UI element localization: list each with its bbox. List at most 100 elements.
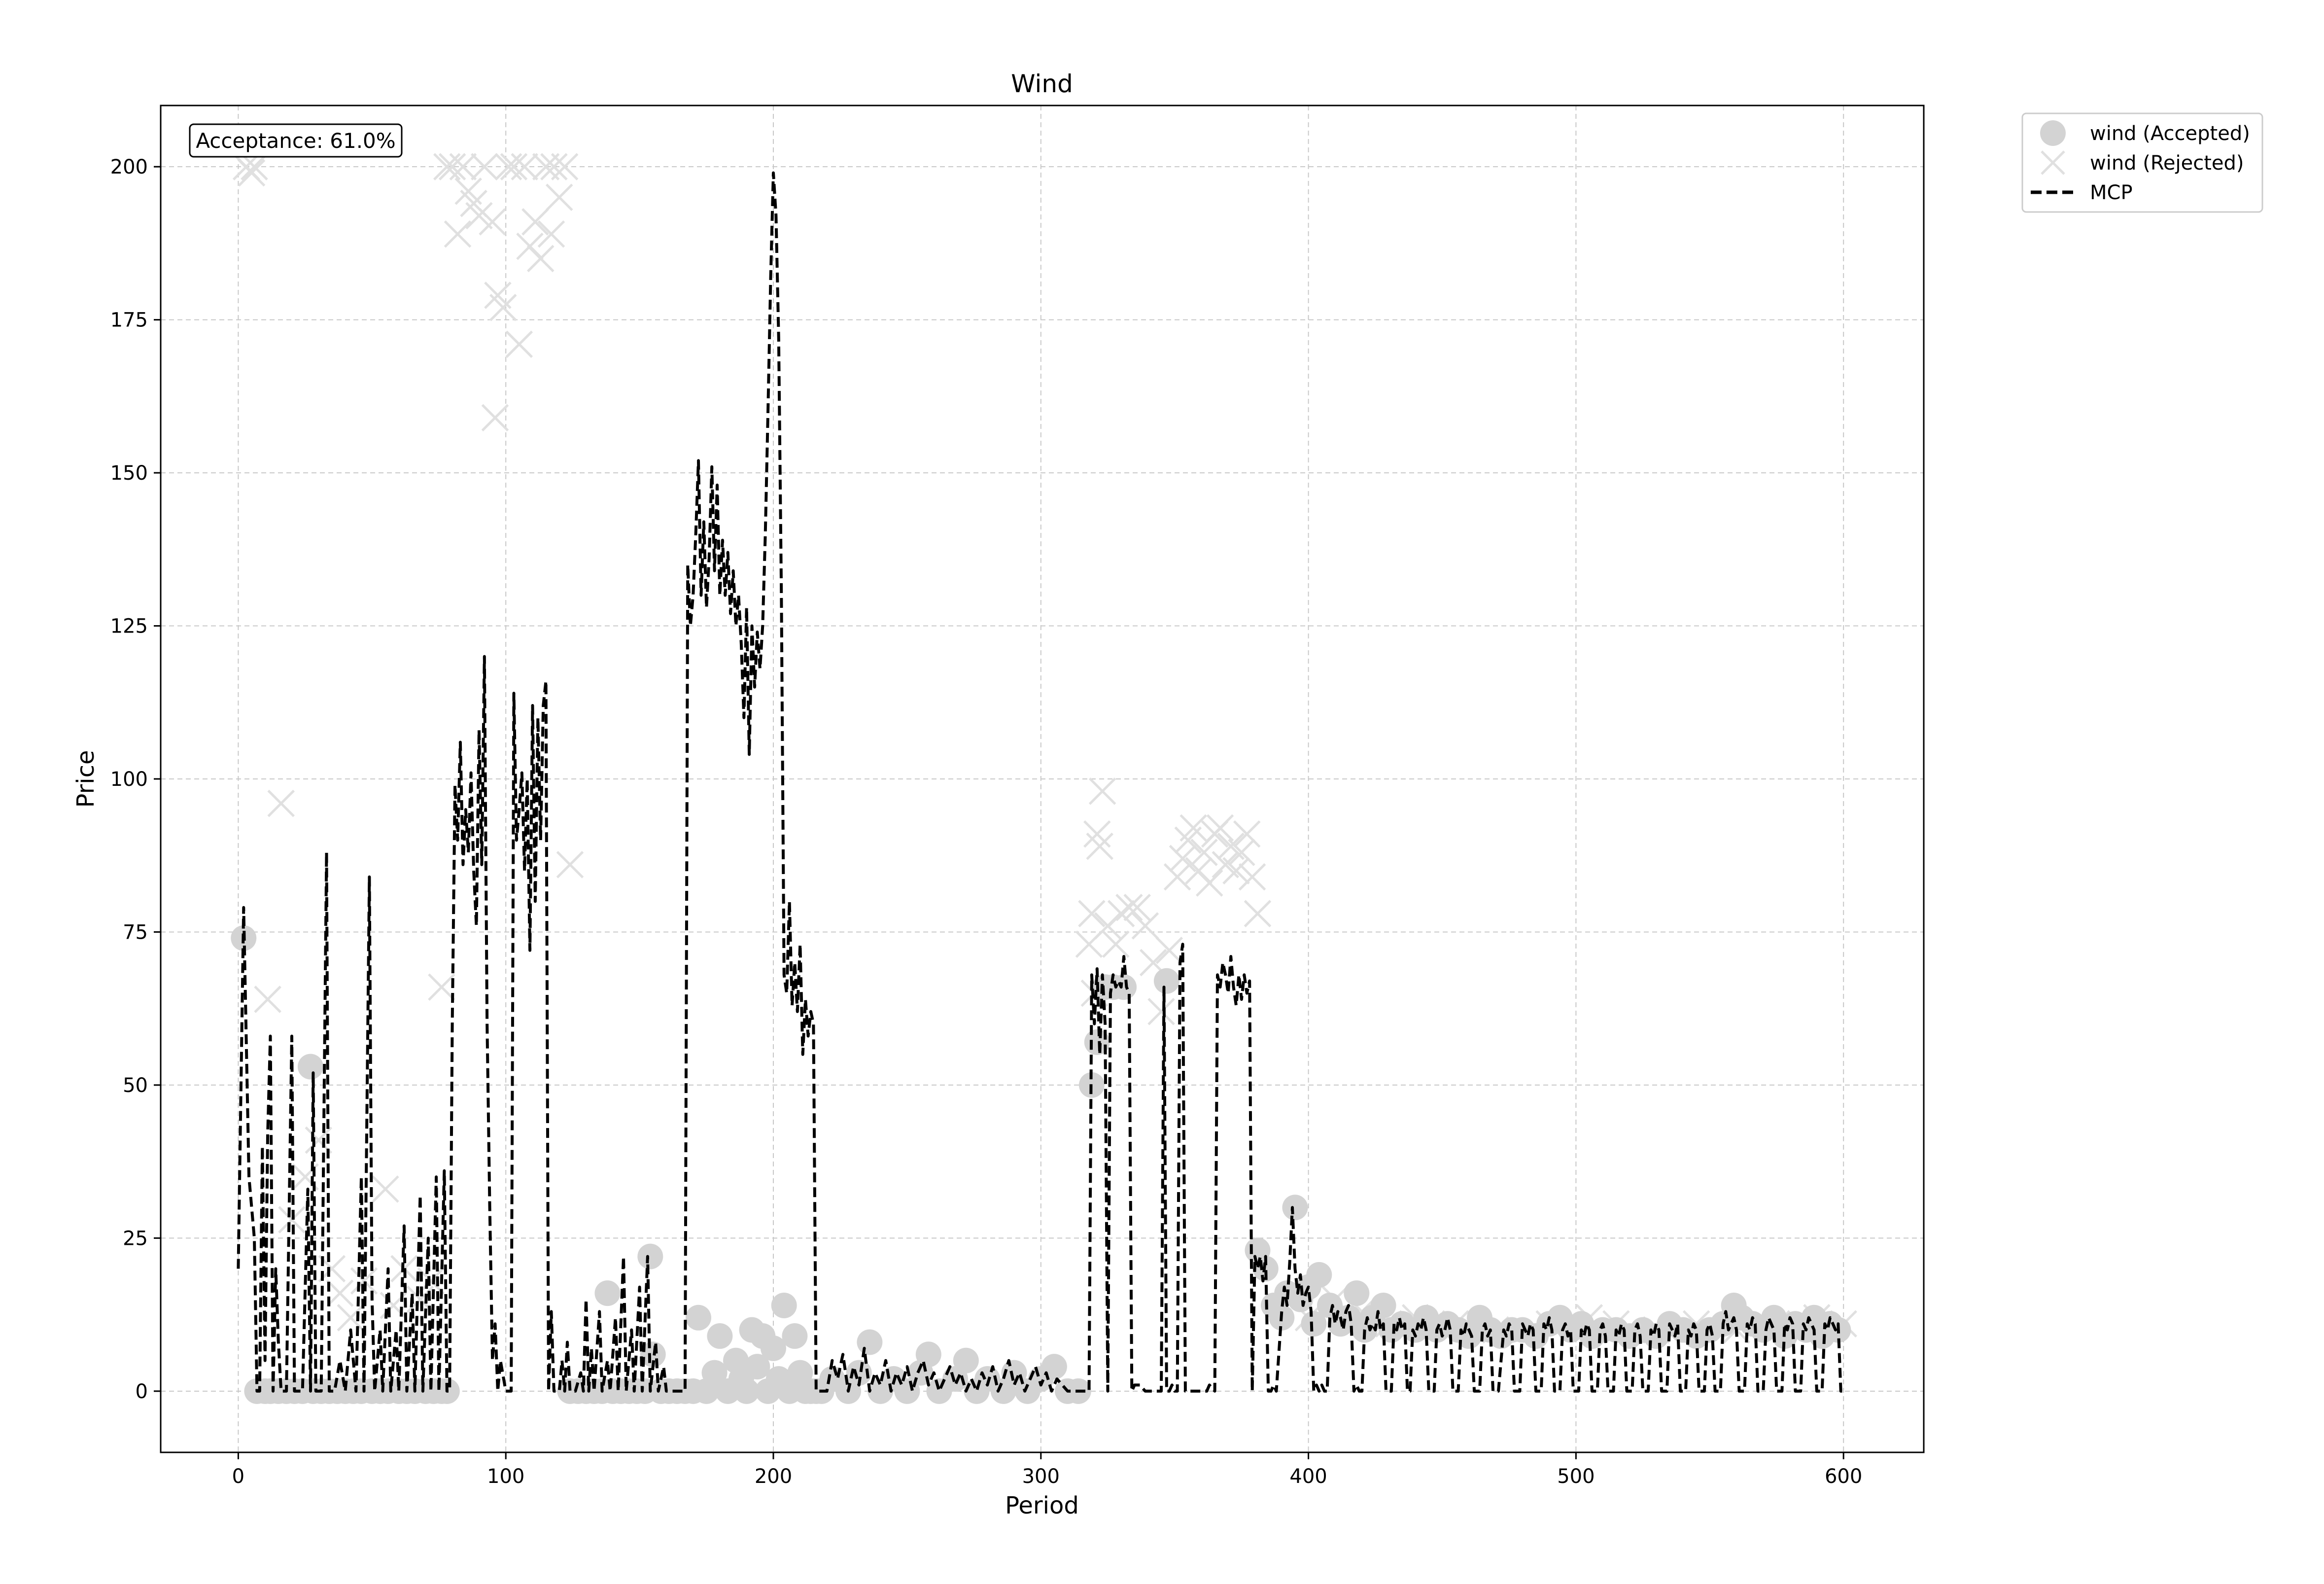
rejected-point xyxy=(526,245,555,273)
rejected-point xyxy=(1179,814,1207,842)
rejected-point xyxy=(1131,912,1159,940)
y-tick-label: 75 xyxy=(123,921,148,944)
accepted-point xyxy=(857,1329,883,1355)
accepted-point xyxy=(707,1323,733,1349)
rejected-point xyxy=(326,1279,354,1307)
rejected-point xyxy=(1115,894,1143,921)
x-axis-label: Period xyxy=(1005,1492,1079,1519)
accepted-point xyxy=(1344,1280,1370,1306)
rejected-point xyxy=(1102,930,1130,958)
rejected-point xyxy=(1078,900,1106,927)
rejected-point xyxy=(350,1267,378,1295)
rejected-point xyxy=(465,202,493,230)
accepted-point xyxy=(297,1054,323,1080)
y-tick-label: 0 xyxy=(136,1380,148,1403)
rejected-point xyxy=(337,1304,365,1332)
x-tick-label: 500 xyxy=(1557,1465,1595,1488)
rejected-point xyxy=(1206,814,1234,842)
rejected-point xyxy=(511,153,538,180)
x-tick-label: 200 xyxy=(755,1465,792,1488)
rejected-point xyxy=(1169,845,1197,873)
y-tick-label: 125 xyxy=(110,615,148,638)
rejected-point xyxy=(471,153,498,180)
rejected-point xyxy=(428,973,455,1001)
legend: wind (Accepted) wind (Rejected) MCP xyxy=(2021,112,2263,213)
x-tick-label: 100 xyxy=(487,1465,524,1488)
rejected-point xyxy=(241,153,268,180)
annotation-text: Acceptance: 61.0% xyxy=(196,129,395,153)
accepted-point xyxy=(1041,1354,1067,1380)
accepted-point xyxy=(701,1360,728,1386)
rejected-point xyxy=(444,220,472,248)
accepted-point xyxy=(846,1360,872,1386)
rejected-point xyxy=(1195,869,1223,897)
accepted-point xyxy=(744,1354,770,1380)
mcp-line-group xyxy=(237,171,1844,1393)
accepted-point xyxy=(1153,968,1179,994)
rejected-point xyxy=(479,208,506,236)
x-tick-label: 300 xyxy=(1022,1465,1060,1488)
accepted-point xyxy=(1301,1311,1327,1337)
rejected-point xyxy=(1088,777,1116,805)
y-tick-label: 25 xyxy=(123,1227,148,1250)
rejected-point xyxy=(500,153,528,180)
rejected-point xyxy=(1107,900,1135,927)
rejected-point xyxy=(1155,936,1183,964)
rejected-point xyxy=(540,153,568,180)
rejected-point xyxy=(505,330,533,358)
legend-rejected-marker xyxy=(2041,150,2065,175)
rejected-point xyxy=(481,404,509,432)
accepted-point xyxy=(733,1378,760,1404)
accepted-point xyxy=(1306,1262,1332,1288)
rejected-point xyxy=(267,789,295,817)
y-axis-label: Price xyxy=(72,750,100,808)
rejected-point xyxy=(545,183,573,211)
rejected-point xyxy=(238,159,266,187)
rejected-point xyxy=(1083,820,1111,848)
rejected-point xyxy=(1244,900,1272,927)
rejected-point xyxy=(1086,832,1113,860)
rejected-point xyxy=(254,986,281,1013)
accepted-point xyxy=(760,1335,786,1361)
acceptance-annotation: Acceptance: 61.0% xyxy=(189,123,403,158)
legend-accepted-label: wind (Accepted) xyxy=(2090,122,2250,145)
rejected-point xyxy=(489,294,517,321)
mcp-line xyxy=(237,171,1844,1393)
rejected-point xyxy=(449,153,477,180)
axis-ticks: 0 100 200 300 400 500 600 0 25 50 75 100 125 150 175 20… xyxy=(110,156,1863,1488)
legend-rejected-label: wind (Rejected) xyxy=(2090,152,2244,175)
rejected-point xyxy=(1163,863,1191,891)
rejected-point xyxy=(1238,863,1266,891)
accepted-point xyxy=(637,1243,663,1269)
x-tick-label: 0 xyxy=(232,1465,244,1488)
accepted-point xyxy=(1282,1195,1308,1221)
accepted-point xyxy=(771,1292,797,1318)
rejected-point xyxy=(537,220,565,248)
rejected-point xyxy=(1147,998,1175,1025)
y-tick-label: 200 xyxy=(110,156,148,178)
y-tick-label: 150 xyxy=(110,462,148,485)
accepted-point xyxy=(594,1280,621,1306)
rejected-point xyxy=(1228,839,1255,866)
accepted-point xyxy=(1370,1292,1396,1318)
x-tick-label: 400 xyxy=(1289,1465,1327,1488)
rejected-point xyxy=(1222,857,1250,885)
legend-box xyxy=(2021,112,2263,213)
y-tick-label: 175 xyxy=(110,309,148,332)
rejected-point xyxy=(551,153,579,180)
accepted-point xyxy=(915,1341,941,1368)
rejected-point xyxy=(372,1175,399,1203)
accepted-point xyxy=(686,1304,712,1331)
accepted-point xyxy=(782,1323,808,1349)
rejected-point xyxy=(521,208,549,236)
accepted-point xyxy=(953,1347,979,1373)
rejected-point xyxy=(1233,820,1261,848)
legend-mcp-label: MCP xyxy=(2090,181,2133,204)
rejected-point xyxy=(438,153,466,180)
rejected-point xyxy=(278,1206,306,1233)
y-tick-label: 50 xyxy=(123,1074,148,1097)
rejected-point xyxy=(1190,839,1218,866)
y-tick-label: 100 xyxy=(110,768,148,791)
legend-accepted-marker xyxy=(2040,120,2066,146)
